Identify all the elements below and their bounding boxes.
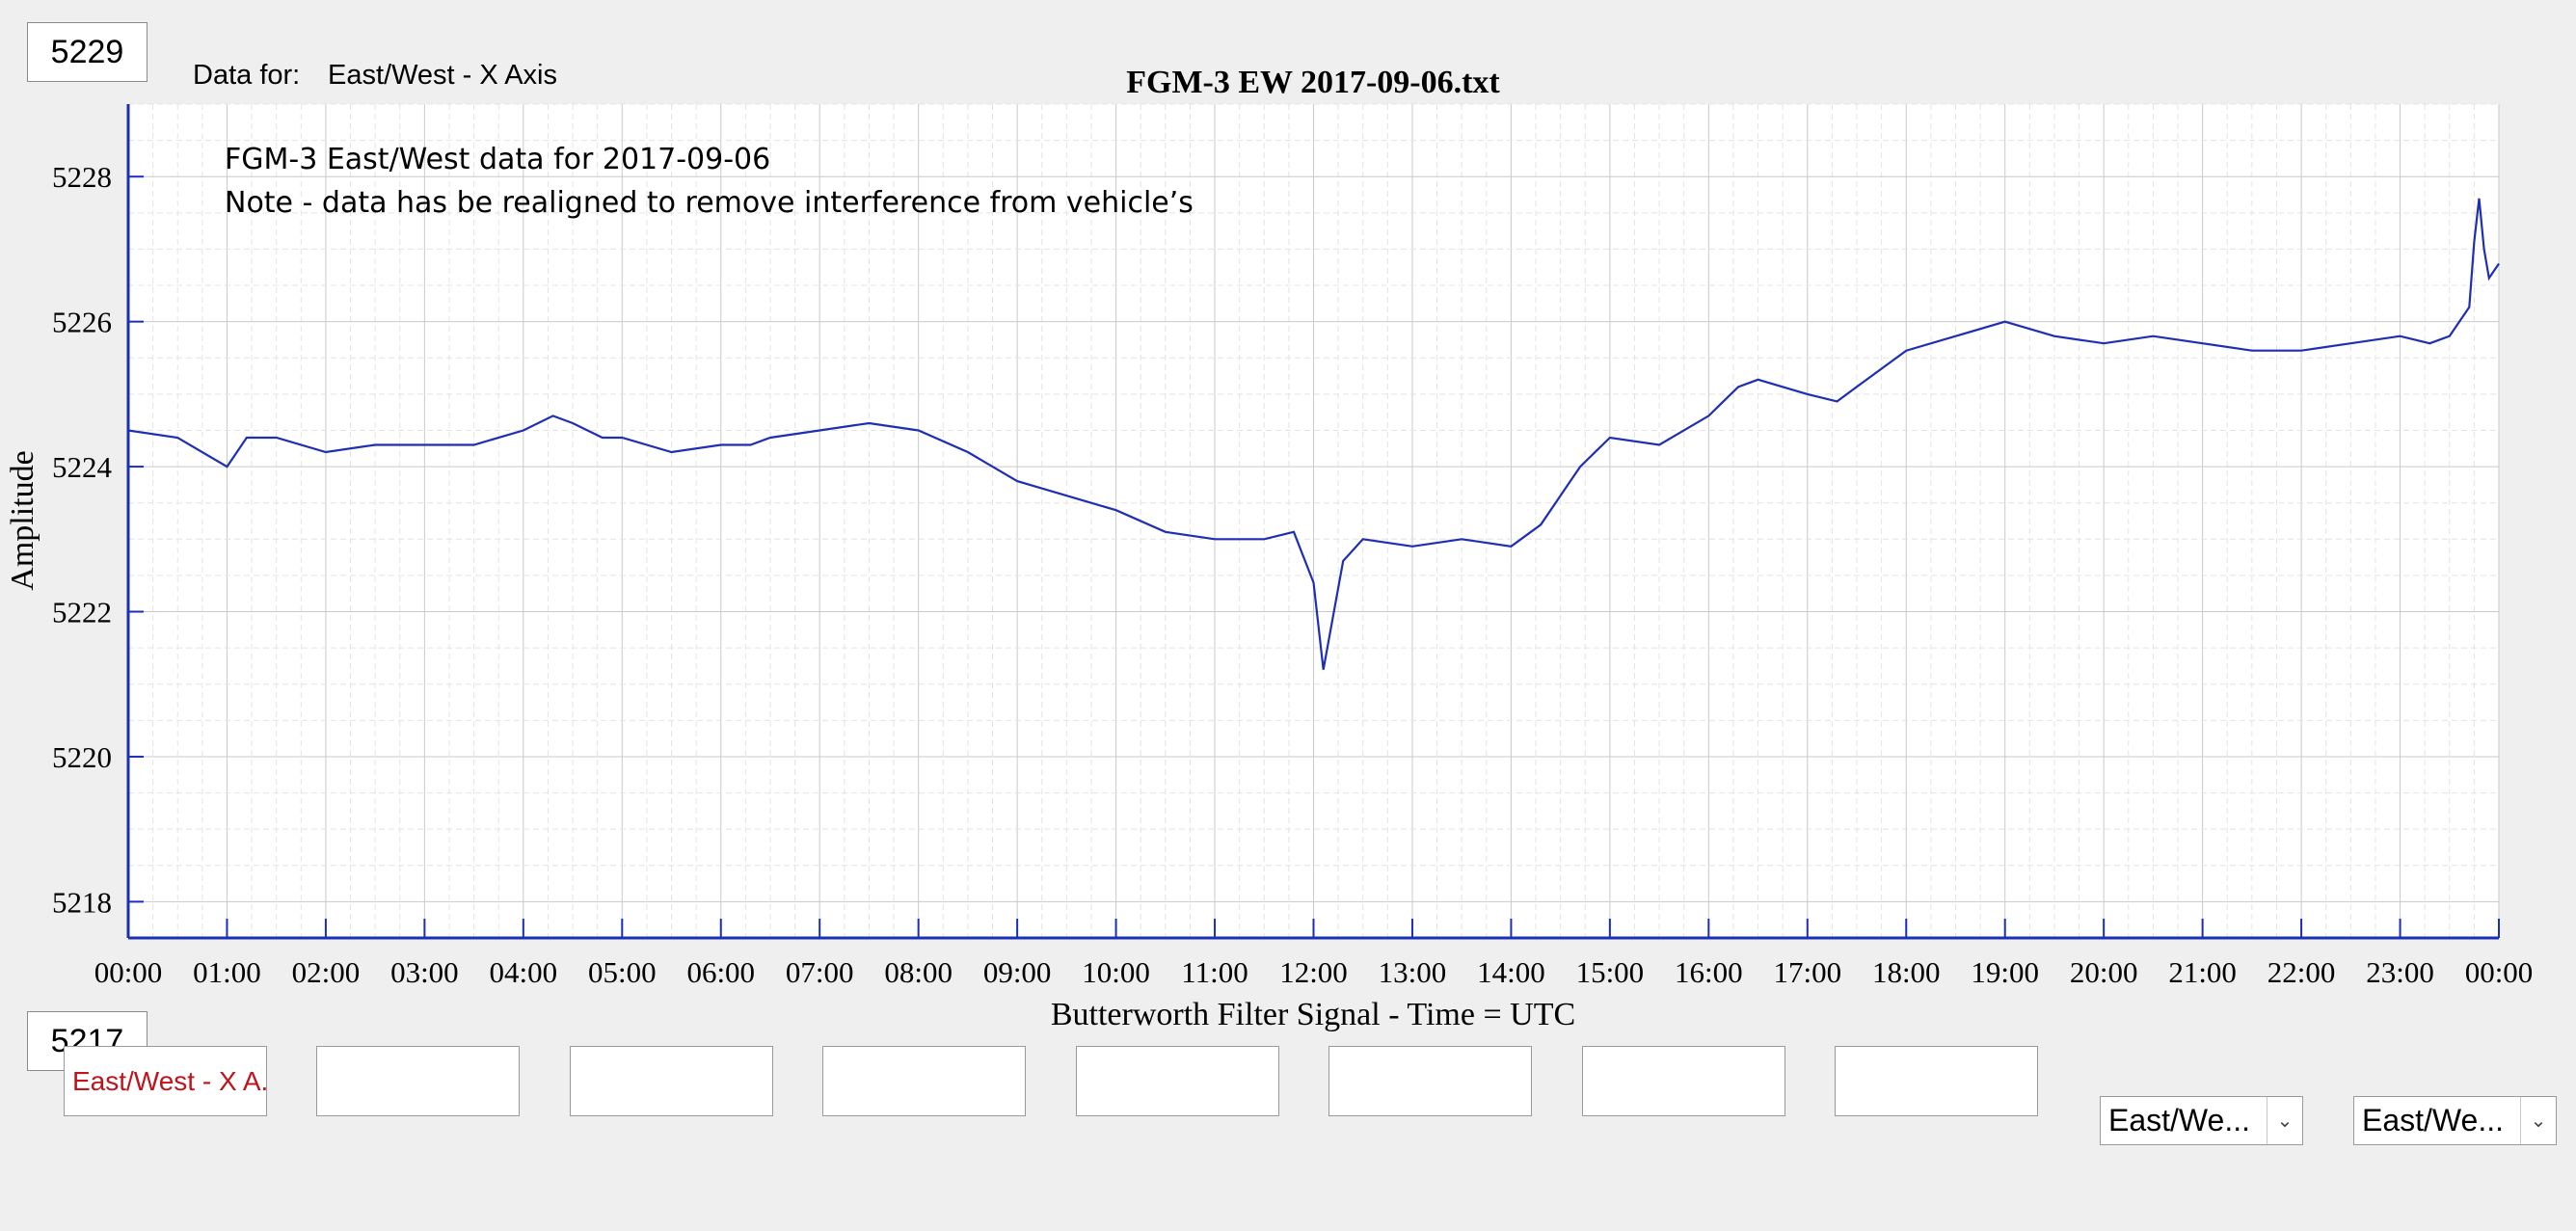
data-for-value: East/West - X Axis [328,60,557,91]
x-tick-label: 21:00 [2168,955,2237,989]
channel-dropdown-2-value: East/We... [2362,1103,2505,1137]
x-tick-label: 01:00 [193,955,261,989]
y-tick-label: 5228 [52,160,112,194]
y-tick-label: 5226 [52,306,112,339]
y-tick-label: 5222 [52,596,112,629]
legend-box-5[interactable] [1076,1046,1279,1116]
x-tick-label: 12:00 [1279,955,1348,989]
x-tick-label: 14:00 [1477,955,1545,989]
legend-box-1[interactable]: East/West - X A... [64,1046,267,1116]
channel-dropdown-1[interactable]: East/We... ⌄ [2100,1096,2303,1145]
chart-title: FGM-3 EW 2017-09-06.txt [1126,65,1500,100]
x-tick-label: 03:00 [390,955,459,989]
x-tick-label: 05:00 [588,955,657,989]
y-tick-label: 5218 [52,885,112,919]
x-tick-label: 08:00 [884,955,953,989]
channel-dropdown-2[interactable]: East/We... ⌄ [2353,1096,2557,1145]
x-tick-label: 23:00 [2366,955,2434,989]
x-tick-label: 13:00 [1379,955,1447,989]
x-tick-label: 00:00 [94,955,163,989]
chevron-down-icon[interactable]: ⌄ [2520,1097,2556,1144]
x-tick-label: 06:00 [686,955,755,989]
annotation-line-1: FGM-3 East/West data for 2017-09-06 [225,143,770,176]
x-tick-label: 04:00 [490,955,558,989]
series-line [127,198,2500,670]
legend-box-2[interactable] [316,1046,520,1116]
grid-lines [127,103,2500,939]
x-tick-label: 15:00 [1576,955,1645,989]
x-tick-label: 02:00 [292,955,361,989]
x-tick-label: 10:00 [1082,955,1150,989]
legend-box-8[interactable] [1835,1046,2038,1116]
y-axis-ticks: 5218 5220 5222 5224 5226 5228 [52,160,144,919]
x-tick-label: 17:00 [1773,955,1841,989]
x-tick-label: 07:00 [786,955,854,989]
x-tick-label: 09:00 [983,955,1052,989]
x-tick-label: 11:00 [1181,955,1248,989]
data-for-label: Data for: [193,60,301,91]
x-tick-label: 18:00 [1872,955,1941,989]
x-tick-label: 00:00 [2465,955,2534,989]
y-tick-label: 5224 [52,450,113,484]
legend-box-6[interactable] [1328,1046,1532,1116]
x-axis-ticks: 00:00 01:00 02:00 03:00 04:00 05:00 06:00 07:00… [94,919,2534,989]
legend-box-7[interactable] [1582,1046,1785,1116]
y-tick-label: 5220 [52,740,112,774]
legend-box-4[interactable] [822,1046,1026,1116]
chevron-down-icon[interactable]: ⌄ [2267,1097,2302,1144]
x-tick-label: 22:00 [2267,955,2336,989]
legend-box-3[interactable] [570,1046,773,1116]
x-tick-label: 20:00 [2070,955,2138,989]
y-max-input[interactable]: 5229 [27,22,148,82]
y-axis-label: Amplitude [5,450,40,590]
annotation-line-2: Note - data has be realigned to remove i… [225,186,1194,220]
x-axis-label: Butterworth Filter Signal - Time = UTC [1051,997,1575,1032]
channel-dropdown-1-value: East/We... [2108,1103,2251,1137]
x-tick-label: 16:00 [1675,955,1743,989]
x-tick-label: 19:00 [1971,955,2039,989]
